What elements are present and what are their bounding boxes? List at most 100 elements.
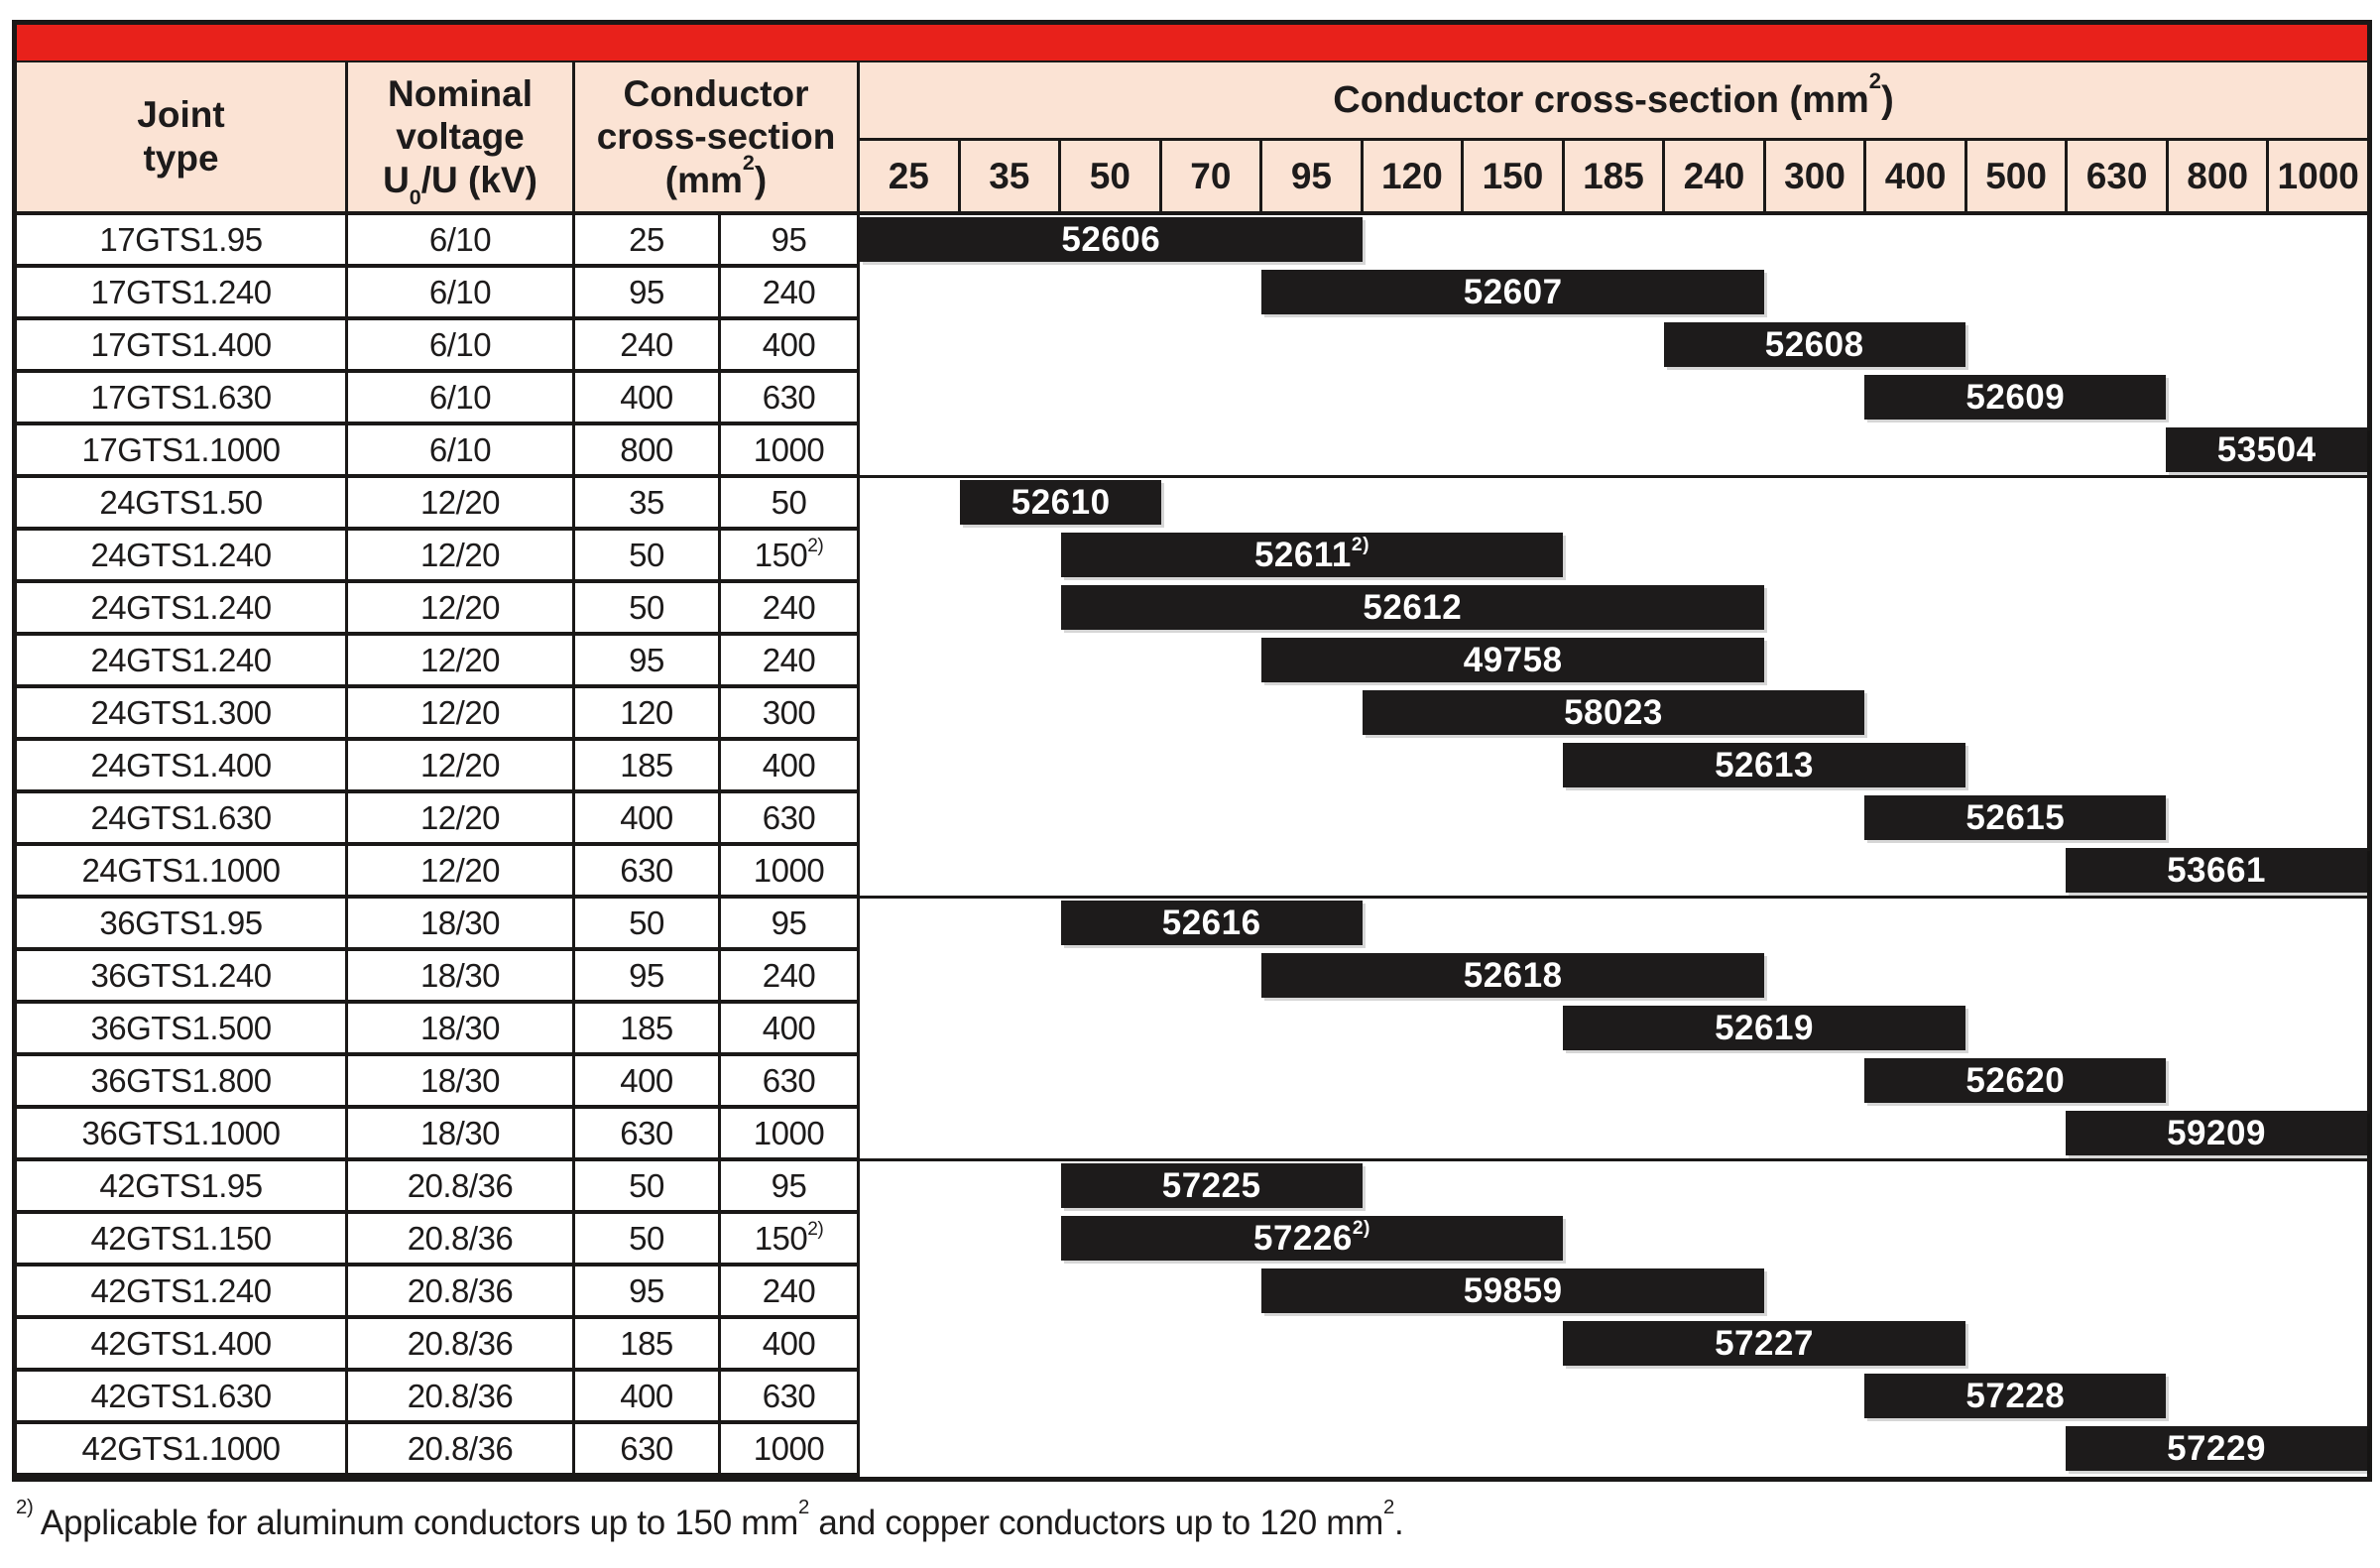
joint-type-cell: 24GTS1.300 [17,688,348,741]
cs-low-cell: 35 [575,478,721,531]
bar-label: 59859 [1463,1270,1563,1310]
voltage-cell: 6/10 [348,215,575,268]
table-row: 24GTS1.300 12/20 120 300 58023 [17,688,2367,741]
joint-type-cell: 36GTS1.1000 [17,1109,348,1161]
column-header-70: 70 [1162,141,1263,211]
red-accent-bar [17,25,2367,62]
voltage-cell: 20.8/36 [348,1214,575,1266]
cs-high-cell: 95 [721,215,860,268]
cs-high-cell: 400 [721,320,860,373]
bar-track: 59209 [860,1109,2367,1161]
column-header-150: 150 [1464,141,1565,211]
bar-label: 52606 [1061,219,1161,259]
joint-type-cell: 36GTS1.500 [17,1004,348,1056]
voltage-cell: 6/10 [348,268,575,320]
cs-high-cell: 50 [721,478,860,531]
voltage-cell: 18/30 [348,951,575,1004]
bar-label: 57226 [1253,1218,1353,1258]
bar-label: 53504 [2216,429,2317,469]
chart-header: Conductor cross-section (mm2) 25 35 50 70 95… [860,62,2367,211]
cs-low-cell: 50 [575,583,721,636]
cs-low-cell: 630 [575,846,721,899]
table-row: 36GTS1.800 18/30 400 630 52620 [17,1056,2367,1109]
bar-track: 59859 [860,1266,2367,1319]
cs-low-cell: 630 [575,1424,721,1477]
cs-high-cell: 400 [721,1319,860,1372]
table-row: 17GTS1.95 6/10 25 95 52606 [17,215,2367,268]
header-conductor-cross-section: Conductor cross-section (mm2) [575,62,860,211]
bar-track: 52612 [860,583,2367,636]
joint-type-cell: 42GTS1.95 [17,1161,348,1214]
bar-label: 53661 [2167,850,2266,890]
joint-type-cell: 42GTS1.400 [17,1319,348,1372]
cs-high-cell: 1000 [721,1424,860,1477]
bar-52616: 52616 [1060,901,1363,945]
voltage-cell: 18/30 [348,1056,575,1109]
voltage-cell: 12/20 [348,688,575,741]
table-row: 24GTS1.240 12/20 50 150 2) 52611 2) [17,531,2367,583]
joint-type-cell: 17GTS1.1000 [17,425,348,478]
cs-high-cell: 1000 [721,425,860,478]
table-row: 17GTS1.240 6/10 95 240 52607 [17,268,2367,320]
bar-track: 52615 [860,793,2367,846]
bar-track: 52619 [860,1004,2367,1056]
cs-low-cell: 120 [575,688,721,741]
bar-52606: 52606 [860,217,1363,262]
cs-low-cell: 50 [575,1214,721,1266]
bar-track: 52618 [860,951,2367,1004]
voltage-cell: 12/20 [348,636,575,688]
chart-header-title: Conductor cross-section (mm2) [860,62,2367,141]
table-row: 42GTS1.1000 20.8/36 630 1000 57229 [17,1424,2367,1477]
bar-52613: 52613 [1563,743,1965,787]
voltage-cell: 18/30 [348,1004,575,1056]
table-row: 42GTS1.150 20.8/36 50 150 2) 57226 2) [17,1214,2367,1266]
joint-type-cell: 24GTS1.50 [17,478,348,531]
bar-label: 57228 [1965,1376,2066,1415]
table-row: 42GTS1.400 20.8/36 185 400 57227 [17,1319,2367,1372]
joint-type-cell: 42GTS1.630 [17,1372,348,1424]
bar-label: 58023 [1564,692,1663,732]
bar-track: 58023 [860,688,2367,741]
bar-track: 57228 [860,1372,2367,1424]
cs-low-cell: 400 [575,373,721,425]
cs-high-cell: 240 [721,636,860,688]
bar-label: 57229 [2167,1428,2266,1468]
bar-57229: 57229 [2066,1426,2367,1471]
cs-low-cell: 185 [575,1319,721,1372]
voltage-cell: 6/10 [348,425,575,478]
header-nominal-voltage: Nominal voltage U0/U (kV) [348,62,575,211]
bar-label: 52611 [1253,535,1352,574]
cs-low-cell: 50 [575,531,721,583]
cs-low-cell: 800 [575,425,721,478]
joint-type-cell: 42GTS1.240 [17,1266,348,1319]
cs-low-cell: 400 [575,1372,721,1424]
header-cs-label: Conductor cross-section [596,72,836,158]
cs-high-cell: 240 [721,583,860,636]
header-joint-type-label: Joint type [137,94,225,179]
cs-low-cell: 50 [575,1161,721,1214]
bar-52607: 52607 [1261,270,1764,314]
bar-track: 57225 [860,1161,2367,1214]
bar-label: 57227 [1715,1323,1814,1363]
joint-type-cell: 24GTS1.1000 [17,846,348,899]
voltage-cell: 18/30 [348,1109,575,1161]
cs-low-cell: 25 [575,215,721,268]
bar-59859: 59859 [1261,1268,1764,1313]
cs-low-cell: 50 [575,899,721,951]
column-header-50: 50 [1061,141,1162,211]
cs-high-cell: 400 [721,741,860,793]
cs-low-cell: 95 [575,1266,721,1319]
column-header-500: 500 [1967,141,2069,211]
bar-label: 52620 [1965,1060,2066,1100]
bar-52618: 52618 [1261,953,1764,998]
header-nominal-voltage-label: Nominal voltage [388,72,533,158]
bar-label: 52608 [1764,324,1864,364]
cs-high-cell: 150 2) [721,1214,860,1266]
column-header-300: 300 [1766,141,1867,211]
bar-label: 52616 [1161,903,1261,942]
joint-type-cell: 24GTS1.630 [17,793,348,846]
joint-type-cell: 17GTS1.400 [17,320,348,373]
cs-high-cell: 400 [721,1004,860,1056]
cs-high-cell: 630 [721,1372,860,1424]
